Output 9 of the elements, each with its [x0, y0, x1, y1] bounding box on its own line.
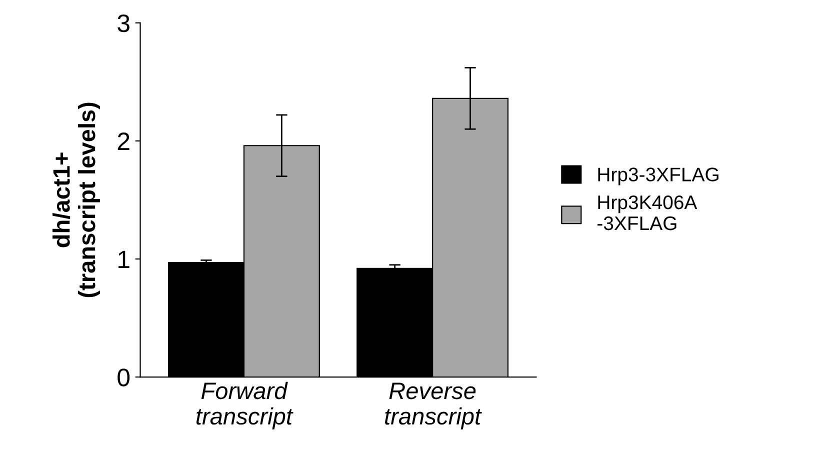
- y-tick-label: 1: [118, 250, 130, 268]
- legend-label: Hrp3-3XFLAG: [598, 168, 718, 186]
- legend-label: Hrp3K406A -3XFLAG: [598, 195, 698, 230]
- y-tick-label: 3: [118, 14, 130, 32]
- y-axis-title: dh/act1+ (transcript levels): [52, 102, 100, 298]
- x-tick-label: Forward transcript: [196, 382, 294, 430]
- y-tick-label: 0: [118, 368, 130, 386]
- y-tick-label: 2: [118, 132, 130, 150]
- x-tick-label: Reverse transcript: [385, 382, 482, 430]
